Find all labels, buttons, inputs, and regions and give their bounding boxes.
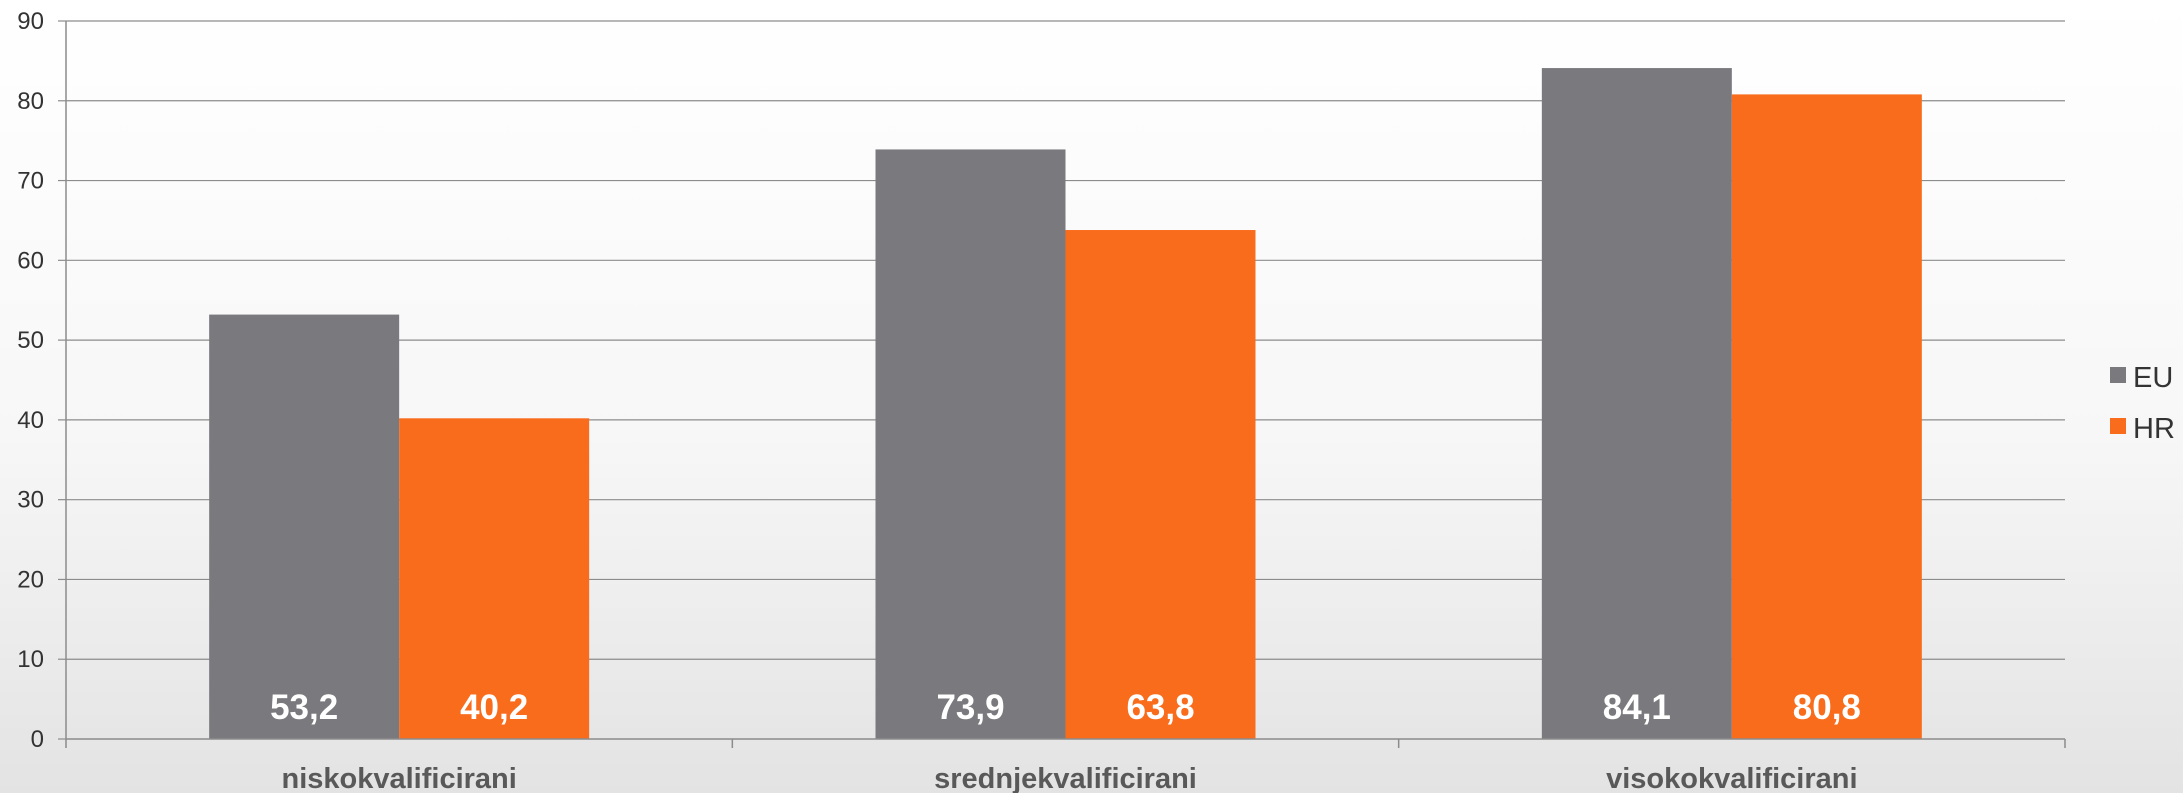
y-tick-label: 50: [17, 327, 44, 354]
bar-eu: [1542, 68, 1732, 739]
category-label: niskokvalificirani: [282, 763, 517, 793]
y-tick-label: 30: [17, 487, 44, 514]
legend-swatch-hr: [2110, 418, 2126, 434]
y-tick-label: 60: [17, 247, 44, 274]
y-tick-label: 20: [17, 566, 44, 593]
category-label: srednjekvalificirani: [934, 763, 1197, 793]
data-label: 53,2: [270, 688, 338, 727]
data-label: 80,8: [1793, 688, 1861, 727]
legend-label: HR: [2133, 413, 2175, 445]
legend-label: EU: [2133, 362, 2173, 394]
legend-swatch-eu: [2110, 367, 2126, 383]
bar-hr: [1066, 230, 1256, 739]
y-axis-ticks: 0 10 20 30 40 50 60 70 80 90: [17, 8, 66, 753]
data-label: 40,2: [460, 688, 528, 727]
y-tick-label: 90: [17, 8, 44, 35]
legend: EU HR: [2110, 362, 2175, 445]
y-tick-label: 80: [17, 88, 44, 115]
y-tick-label: 0: [31, 726, 44, 753]
data-label: 73,9: [936, 688, 1004, 727]
y-tick-label: 70: [17, 168, 44, 195]
data-label: 84,1: [1603, 688, 1671, 727]
bar-hr: [1732, 94, 1922, 739]
bar-eu: [876, 149, 1066, 739]
y-tick-label: 40: [17, 407, 44, 434]
data-label: 63,8: [1126, 688, 1194, 727]
y-tick-label: 10: [17, 646, 44, 673]
bar-eu: [209, 315, 399, 739]
category-labels: niskokvalificirani srednjekvalificirani vi…: [282, 763, 1858, 793]
bars: [209, 68, 1922, 739]
category-label: visokokvalificirani: [1606, 763, 1857, 793]
